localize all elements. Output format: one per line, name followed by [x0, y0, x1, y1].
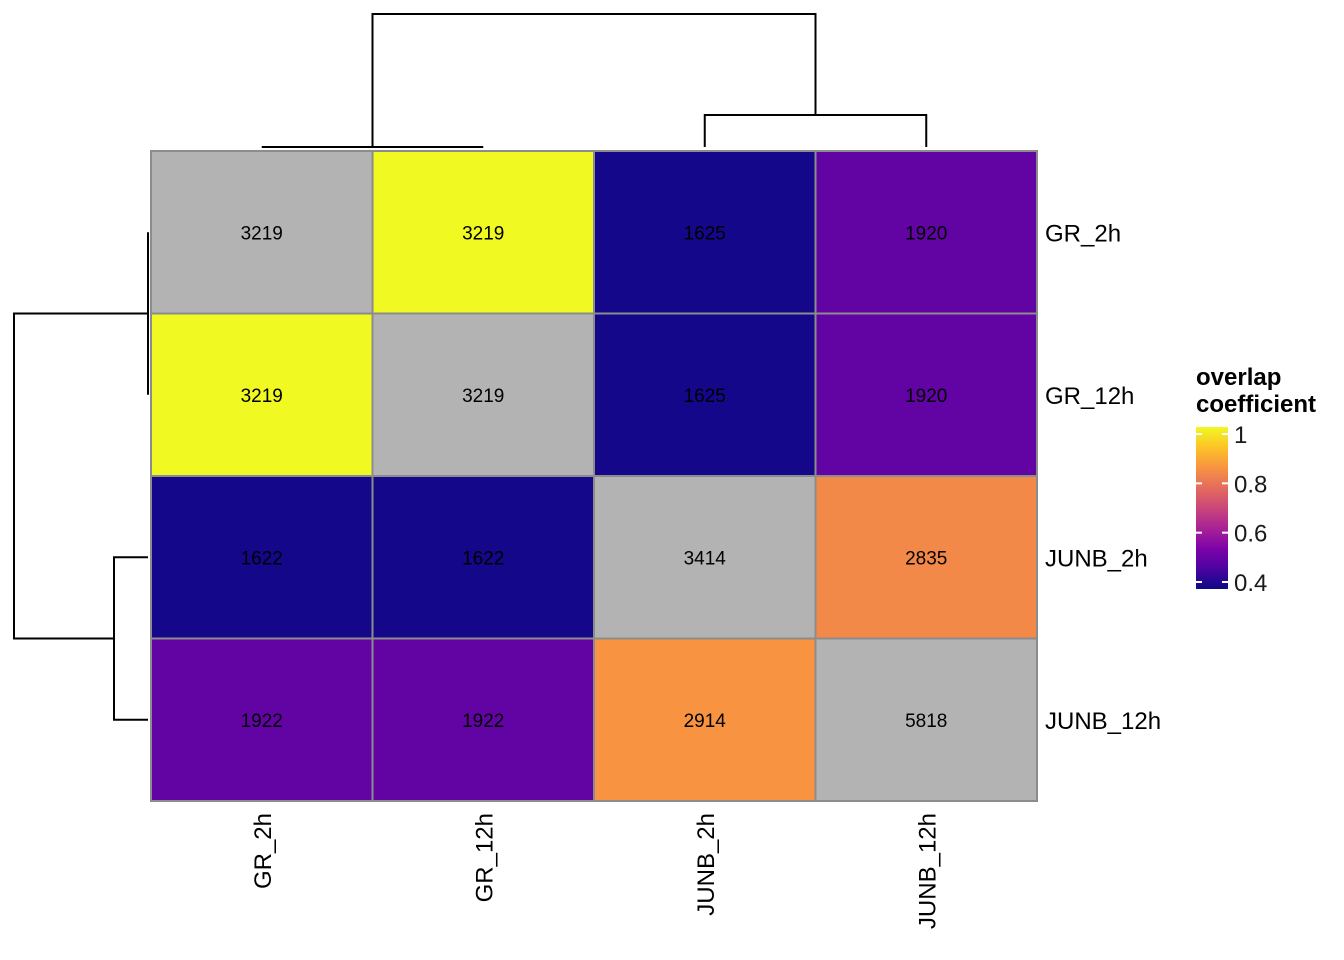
heatmap-cell: [593, 150, 817, 315]
dendrogram-branch: [703, 114, 928, 147]
cell-label: 1625: [684, 223, 726, 244]
legend-title-line2: coefficient: [1196, 391, 1316, 418]
heatmap-cell: [593, 637, 817, 802]
column-label: JUNB_12h: [914, 813, 941, 929]
cell-label: 3219: [241, 386, 283, 407]
cell-label: 3219: [241, 223, 283, 244]
cell-label: 1922: [462, 711, 504, 732]
row-labels: GR_2h GR_12h JUNB_2h JUNB_12h: [1045, 220, 1161, 735]
legend-tick-label: 0.4: [1234, 570, 1267, 597]
cell-label: 5818: [905, 711, 947, 732]
legend-tick-label: 0.6: [1234, 521, 1267, 548]
color-legend: overlap coefficient 1 0.8 0.6 0.4: [1196, 364, 1316, 597]
cell-label: 3219: [462, 386, 504, 407]
heatmap-cell: [371, 150, 595, 315]
column-label: GR_12h: [471, 813, 498, 902]
dendrogram-branch: [113, 556, 148, 721]
row-label: GR_12h: [1045, 383, 1134, 410]
column-labels: GR_2h GR_12h JUNB_2h JUNB_12h: [250, 813, 942, 929]
cell-label: 1922: [241, 711, 283, 732]
cell-label: 1625: [684, 386, 726, 407]
cell-label: 2914: [684, 711, 727, 732]
legend-title-line1: overlap: [1196, 364, 1281, 391]
heatmap-cell: [150, 637, 374, 802]
row-label: JUNB_12h: [1045, 708, 1161, 735]
legend-ticks: 1 0.8 0.6 0.4: [1196, 422, 1267, 597]
heatmap-cell: [371, 312, 595, 477]
cell-label: 3414: [684, 548, 727, 569]
heatmap-cell: [814, 637, 1038, 802]
row-dendrogram: [13, 232, 149, 721]
legend-color-bar: [1196, 427, 1228, 589]
cell-label: 1920: [905, 386, 947, 407]
heatmap-cell: [371, 475, 595, 640]
heatmap-cell: [814, 150, 1038, 315]
dendrogram-branch: [371, 13, 817, 147]
heatmap-cell: [593, 312, 817, 477]
column-label: GR_2h: [250, 813, 277, 889]
legend-tick-label: 0.8: [1234, 471, 1267, 498]
heatmap-cell: [593, 475, 817, 640]
heatmap-cell: [371, 637, 595, 802]
row-label: JUNB_2h: [1045, 545, 1148, 572]
cell-label: 1622: [241, 548, 283, 569]
column-label: JUNB_2h: [693, 813, 720, 916]
row-label: GR_2h: [1045, 220, 1121, 247]
cell-label: 1622: [462, 548, 504, 569]
heatmap-cell: [150, 475, 374, 640]
heatmap-cell: [814, 475, 1038, 640]
heatmap-cell: [150, 150, 374, 315]
dendrogram-branch: [13, 312, 148, 640]
heatmap-cells: 3219 3219 1625 1920 3219 3219 1625 1920 1622 1622…: [150, 150, 1038, 802]
cell-label: 3219: [462, 223, 504, 244]
legend-tick-label: 1: [1234, 422, 1247, 449]
cell-label: 1920: [905, 223, 947, 244]
column-dendrogram: [261, 13, 928, 148]
cell-label: 2835: [905, 548, 947, 569]
